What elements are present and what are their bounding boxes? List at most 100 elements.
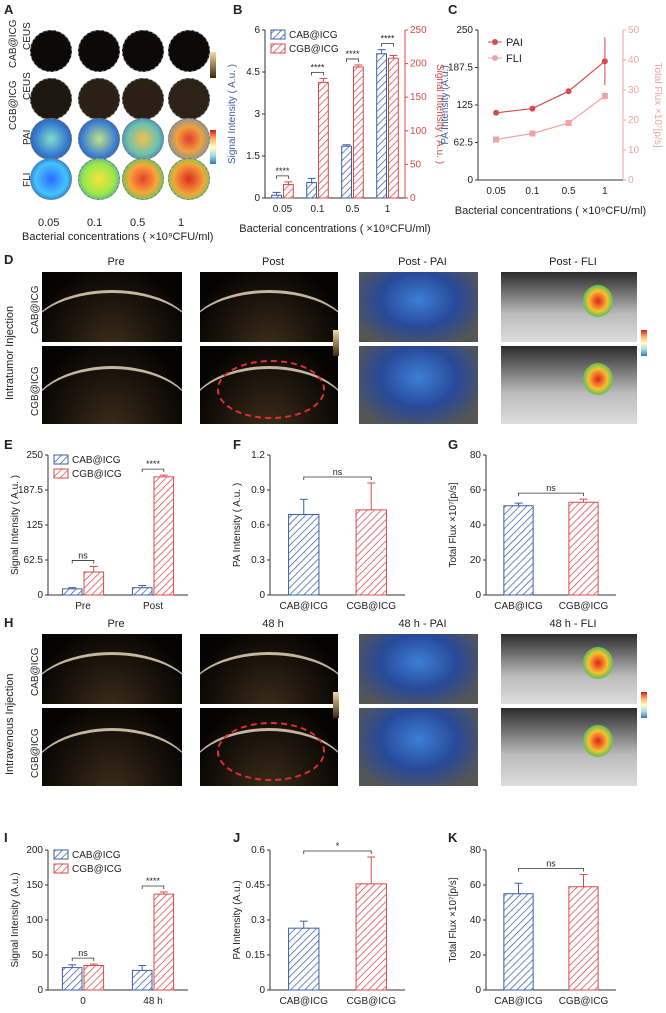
y-axis-label: Signal Intensity ( A.u. ): [10, 475, 21, 575]
x-tick-label: CGB@ICG: [559, 996, 609, 1007]
x-tick-label: 1: [602, 186, 608, 197]
y-tick-label-right: 50: [410, 159, 422, 170]
significance-label: ns: [546, 483, 556, 493]
conc-0: 0.05: [38, 217, 60, 229]
y-tick-label-right: 50: [628, 25, 640, 36]
y-tick-label-right: 0: [410, 193, 416, 204]
bar: [61, 588, 83, 596]
image-tile: [42, 708, 182, 786]
well: [168, 158, 210, 200]
y-tick-label: 0: [475, 985, 481, 996]
x-tick-label: Pre: [75, 601, 91, 612]
image-tile: [200, 346, 338, 424]
y-tick-label: 100: [26, 915, 43, 926]
conc-1: 0.1: [87, 217, 103, 229]
x-tick-label: 0.05: [273, 204, 293, 215]
y-tick-label: 40: [470, 915, 482, 926]
data-point: [565, 120, 572, 126]
y-tick-label: 4.5: [246, 67, 260, 78]
y-tick-label: 50: [32, 950, 44, 961]
x-tick-label: CGB@ICG: [559, 601, 609, 612]
y-tick-label: 60: [470, 485, 482, 496]
y-axis-label: Total Flux ×10⁷[p/s]: [448, 877, 459, 962]
tissue-arc: [42, 365, 182, 425]
panel-letter-g: G: [448, 437, 459, 452]
legend-label: CGB@ICG: [289, 44, 339, 55]
conc-2: 0.5: [130, 217, 146, 229]
legend-label: CGB@ICG: [72, 864, 122, 875]
y-tick-label: 0: [37, 590, 43, 601]
data-point: [493, 109, 500, 116]
bar: [131, 969, 153, 991]
bar: [568, 886, 599, 991]
y-tick-label: 62.5: [24, 555, 44, 566]
series-line: [496, 95, 606, 141]
y-tick-label: 80: [470, 845, 482, 856]
data-point: [493, 136, 500, 143]
panel-letter-i: I: [4, 830, 8, 845]
bar: [318, 81, 329, 199]
x-tick-label: 0.5: [346, 204, 360, 215]
y-tick-label: 187.5: [448, 63, 473, 74]
significance-bracket: [303, 476, 372, 480]
tissue-arc: [200, 289, 338, 343]
significance-label: ns: [546, 859, 556, 869]
x-tick-label: CAB@ICG: [280, 996, 329, 1007]
bar: [503, 893, 534, 991]
y-axis-label: Signal Intensity (A.u.): [10, 872, 21, 967]
y-axis-label-right: Total Flux ×10⁷[p/s]: [652, 62, 663, 147]
significance-bracket: [346, 58, 359, 62]
y-tick-label: 0: [37, 985, 43, 996]
significance-label: ****: [146, 459, 161, 469]
tumor-outline: [216, 360, 326, 419]
y-tick-label-right: 20: [628, 115, 640, 126]
panel-letter-k: K: [448, 830, 458, 845]
y-tick-label: 0: [475, 590, 481, 601]
legend-marker: [492, 55, 498, 61]
image-tile: [501, 708, 637, 786]
legend-marker: [492, 39, 498, 45]
fli-spot: [582, 646, 613, 679]
image-tile: [42, 634, 182, 704]
series-line: [496, 60, 606, 114]
tumor-outline: [216, 722, 326, 781]
y-tick-label: 0.6: [251, 520, 265, 531]
image-tile: [501, 272, 637, 342]
y-tick-label: 20: [470, 555, 482, 566]
legend-label: CAB@ICG: [72, 850, 121, 861]
col-header: Post - FLI: [549, 256, 597, 268]
bar: [288, 514, 320, 596]
significance-bracket: [518, 492, 584, 497]
y-tick-label: 150: [26, 880, 43, 891]
y-tick-label-right: 250: [410, 25, 427, 36]
well: [30, 118, 72, 160]
well: [78, 158, 120, 200]
col-header: Pre: [107, 256, 125, 268]
y-tick-label-right: 150: [410, 92, 427, 103]
legend-label: CAB@ICG: [72, 455, 121, 466]
bar: [353, 66, 364, 199]
fli-spot: [582, 725, 613, 758]
col-header: 48 h: [262, 618, 284, 630]
y-axis-label: PA Intensity ( A.u. ): [232, 483, 243, 567]
fli-colorbar: [641, 330, 647, 356]
panel-letter-a: A: [4, 2, 14, 17]
panel-letter-c: C: [448, 2, 458, 17]
y-tick-label: 0: [467, 175, 473, 186]
data-point: [529, 105, 536, 112]
panel-letter-j: J: [233, 830, 241, 845]
well: [168, 30, 210, 72]
image-tile: [42, 272, 182, 342]
us-colorbar: [333, 330, 339, 356]
image-tile: [359, 346, 478, 424]
image-tile: [501, 634, 637, 704]
tissue-arc: [42, 651, 182, 705]
x-tick-label: Post: [143, 601, 163, 612]
x-tick-label: CGB@ICG: [346, 601, 396, 612]
x-tick-label: CAB@ICG: [280, 601, 329, 612]
y-axis-label-right: Signal Intensity ( A.u. ): [434, 64, 445, 164]
y-tick-label: 0.3: [251, 555, 265, 566]
significance-bracket: [303, 850, 372, 854]
y-tick-label-right: 0: [628, 175, 634, 186]
